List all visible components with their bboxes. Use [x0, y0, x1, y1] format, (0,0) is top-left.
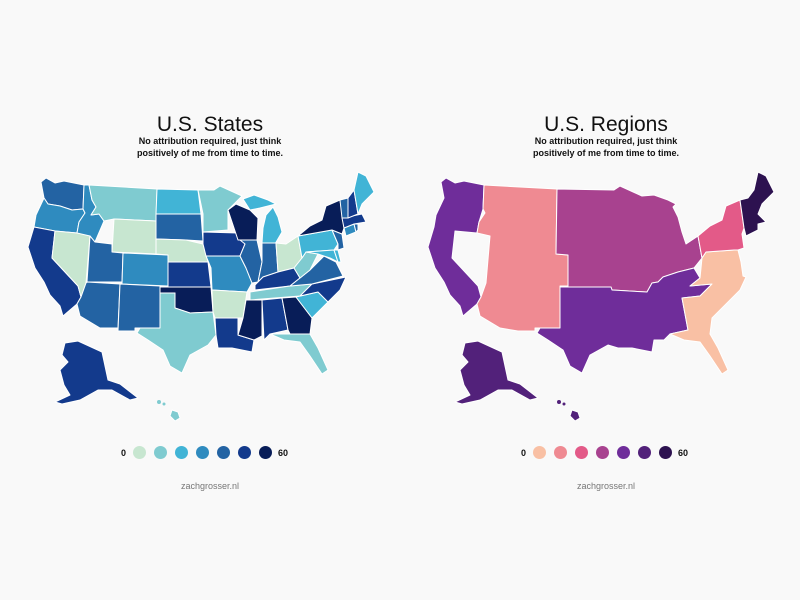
state-fl[interactable] — [269, 333, 329, 375]
legend-max-label: 60 — [678, 447, 689, 458]
state-az[interactable] — [76, 281, 121, 329]
legend-swatch-5 — [217, 446, 231, 459]
regions-map-subtitle: No attribution required, just think posi… — [406, 136, 800, 159]
states-legend: 0 60 — [121, 446, 288, 459]
subtitle-line-1: No attribution required, just think — [138, 136, 282, 146]
region-new-england[interactable] — [739, 171, 775, 237]
legend-swatch-6 — [638, 446, 652, 459]
state-hi-islands — [157, 400, 161, 404]
legend-swatch-4 — [196, 446, 210, 459]
state-mi[interactable] — [261, 206, 283, 245]
state-wy[interactable] — [111, 218, 157, 255]
legend-swatch-2 — [554, 446, 568, 459]
legend-swatch-3 — [575, 446, 589, 459]
state-ak[interactable] — [54, 340, 139, 405]
region-pacific[interactable] — [427, 177, 485, 317]
state-ks[interactable] — [167, 261, 212, 288]
credit-link[interactable]: zachgrosser.nl — [576, 481, 636, 491]
state-la[interactable] — [214, 317, 255, 353]
region-mid-atlantic[interactable] — [697, 199, 745, 259]
regions-map-title: U.S. Regions — [544, 113, 668, 136]
state-hi-islands — [162, 402, 166, 406]
state-de[interactable] — [333, 249, 342, 263]
subtitle-line-2: positively of me from time to time. — [136, 147, 284, 158]
regions-map — [427, 171, 775, 422]
legend-swatch-7 — [259, 446, 273, 459]
state-nd[interactable] — [155, 188, 202, 215]
state-mi-up[interactable] — [242, 194, 277, 211]
region-mountain[interactable] — [476, 184, 569, 332]
regions-map-panel: U.S. Regions No attribution required, ju… — [400, 0, 800, 600]
region-hawaii-islands — [557, 400, 561, 404]
state-sd[interactable] — [155, 213, 204, 242]
state-md[interactable] — [305, 249, 339, 263]
legend-min-label: 0 — [521, 447, 527, 458]
legend-swatch-1 — [133, 446, 147, 459]
legend-swatch-1 — [533, 446, 547, 459]
state-me[interactable] — [353, 171, 375, 215]
region-hawaii[interactable] — [569, 409, 581, 422]
credit-link[interactable]: zachgrosser.nl — [180, 481, 240, 491]
states-map-panel: U.S. States No attribution required, jus… — [27, 113, 375, 491]
legend-swatch-2 — [154, 446, 168, 459]
state-vt[interactable] — [339, 197, 349, 219]
state-tx[interactable] — [136, 292, 217, 374]
legend-swatch-3 — [175, 446, 189, 459]
region-south-central[interactable] — [536, 267, 713, 374]
states-map-subtitle: No attribution required, just think posi… — [10, 136, 410, 159]
regions-legend: 0 60 — [521, 446, 688, 459]
subtitle-line-1: No attribution required, just think — [534, 136, 678, 146]
region-hawaii-islands — [562, 402, 566, 406]
state-il[interactable] — [239, 239, 263, 284]
state-al[interactable] — [261, 297, 289, 341]
legend-min-label: 0 — [121, 447, 127, 458]
region-alaska[interactable] — [454, 340, 539, 405]
legend-swatch-7 — [659, 446, 673, 459]
state-ar[interactable] — [211, 289, 248, 319]
legend-max-label: 60 — [278, 447, 289, 458]
state-wi[interactable] — [227, 203, 259, 241]
states-map-title: U.S. States — [156, 113, 264, 136]
state-hi[interactable] — [169, 409, 181, 422]
legend-swatch-5 — [617, 446, 631, 459]
state-nm[interactable] — [117, 283, 161, 332]
legend-swatch-6 — [238, 446, 252, 459]
state-co[interactable] — [121, 252, 169, 287]
legend-swatch-4 — [596, 446, 610, 459]
state-ny[interactable] — [297, 199, 345, 237]
subtitle-line-2: positively of me from time to time. — [532, 147, 680, 158]
states-map — [27, 171, 375, 422]
